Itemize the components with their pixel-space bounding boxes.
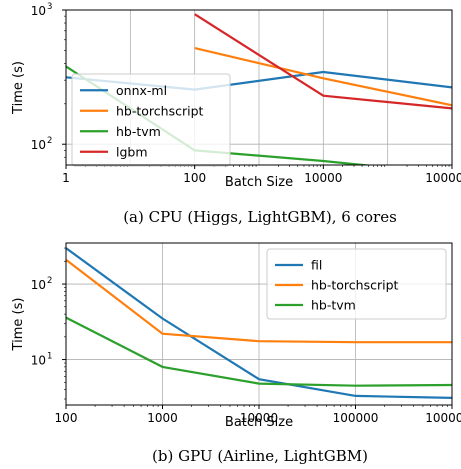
- chart-1: fil hb-torchscript hb-tvm 100 1000 10000 10000…: [11, 242, 461, 465]
- y-axis-label: Time (s): [11, 298, 26, 352]
- series-group: [66, 247, 452, 399]
- x-tick-label: 1000000: [425, 411, 461, 425]
- y-tick-exponent: 2: [47, 276, 52, 286]
- y-tick-exponent: 2: [47, 136, 52, 146]
- legend-box: [71, 73, 231, 167]
- x-axis-label: Batch Size: [225, 175, 293, 190]
- x-tick-label: 100: [183, 171, 206, 185]
- series-line-hb-tvm: [66, 316, 452, 387]
- legend: fil hb-torchscript hb-tvm: [266, 248, 447, 320]
- chart-0: onnx-ml hb-torchscript hb-tvm lgbm 1 100 10000…: [11, 2, 461, 226]
- y-tick-exponent: 1: [47, 352, 52, 362]
- series-line-lgbm: [194, 13, 452, 110]
- legend-box: [266, 248, 447, 320]
- x-tick-label: 10000: [240, 411, 278, 425]
- axes-frame: [65, 9, 453, 166]
- y-tick-exponent: 3: [47, 2, 52, 12]
- x-axis-label: Batch Size: [225, 415, 293, 430]
- figure-caption: (b) GPU (Airline, LightGBM): [152, 447, 368, 465]
- legend-label: onnx-ml: [116, 83, 167, 98]
- legend-label: hb-tvm: [116, 124, 161, 139]
- legend: onnx-ml hb-torchscript hb-tvm lgbm: [71, 73, 231, 167]
- x-tick-label: 100: [55, 411, 78, 425]
- x-tick-label: 1000000: [425, 171, 461, 185]
- x-ticks: 100 1000 10000 100000 1000000: [55, 405, 461, 425]
- y-tick-label: 10: [31, 354, 46, 368]
- y-tick-label: 10: [31, 4, 46, 18]
- series-line-hb-torchscript: [194, 47, 452, 107]
- series-line-hb-torchscript: [66, 258, 452, 344]
- series-line-fil: [66, 247, 452, 399]
- x-ticks: 1 100 10000 1000000: [62, 165, 461, 185]
- x-tick-label: 10000: [304, 171, 342, 185]
- legend-label: hb-torchscript: [116, 103, 204, 118]
- y-tick-label: 10: [31, 138, 46, 152]
- x-tick-label: 1: [62, 171, 70, 185]
- figure-caption: (a) CPU (Higgs, LightGBM), 6 cores: [123, 208, 397, 226]
- x-tick-label: 100000: [333, 411, 379, 425]
- y-axis-label: Time (s): [11, 61, 26, 115]
- x-tick-label: 1000: [147, 411, 178, 425]
- legend-label: lgbm: [116, 144, 148, 159]
- legend-label: hb-torchscript: [311, 278, 399, 293]
- legend-label: fil: [311, 258, 322, 273]
- legend-label: hb-tvm: [311, 298, 356, 313]
- y-tick-label: 10: [31, 278, 46, 292]
